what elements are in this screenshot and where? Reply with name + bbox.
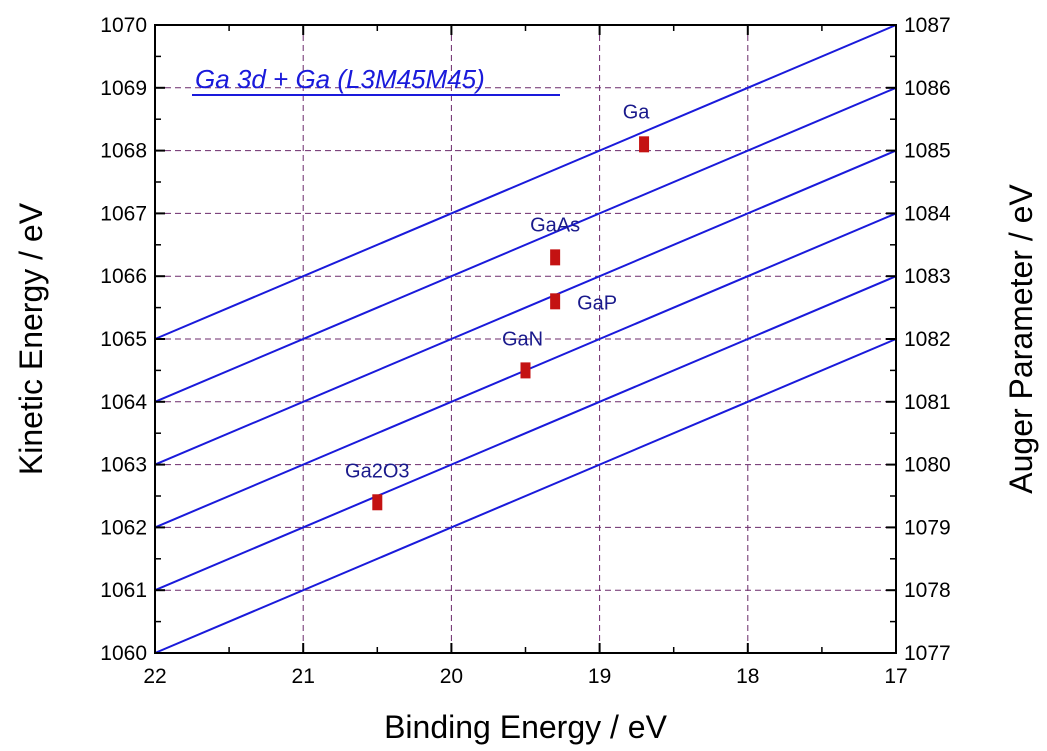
grid-lines (155, 25, 896, 653)
y2-tick-label: 1080 (904, 454, 951, 477)
y-tick-label: 1068 (100, 140, 147, 163)
data-point-label: GaAs (530, 214, 580, 236)
auger-parameter-line (154, 86, 897, 403)
plot-title-group: Ga 3d + Ga (L3M45M45) (192, 64, 560, 96)
y2-tick-label: 1077 (904, 642, 951, 665)
y2-tick-label: 1086 (904, 77, 951, 100)
data-point-label: Ga (623, 101, 651, 123)
data-point-label: GaP (577, 292, 617, 314)
y2-tick-label: 1083 (904, 265, 951, 288)
x-tick-label: 22 (143, 665, 166, 688)
data-point-label: GaN (502, 328, 543, 350)
data-point-marker (639, 136, 650, 153)
x-axis-title: Binding Energy / eV (384, 709, 668, 745)
data-point-marker (520, 362, 531, 379)
y-tick-label: 1065 (100, 328, 147, 351)
x-tick-label: 18 (736, 665, 759, 688)
y-tick-label: 1067 (100, 202, 147, 225)
data-point-label: Ga2O3 (345, 460, 409, 482)
plot-title: Ga 3d + Ga (L3M45M45) (195, 64, 485, 94)
data-point-marker (550, 249, 561, 266)
y-tick-label: 1070 (100, 14, 147, 37)
y-tick-label: 1062 (100, 516, 147, 539)
y2-tick-label: 1081 (904, 391, 951, 414)
y2-tick-label: 1084 (904, 202, 951, 225)
y2-tick-label: 1085 (904, 140, 951, 163)
data-point-marker (550, 293, 561, 310)
y-tick-label: 1069 (100, 77, 147, 100)
y2-tick-label: 1087 (904, 14, 951, 37)
auger-parameter-line (154, 149, 897, 466)
y-tick-label: 1060 (100, 642, 147, 665)
y2-tick-label: 1078 (904, 579, 951, 602)
y-tick-label: 1064 (100, 391, 147, 414)
auger-parameter-line (154, 338, 897, 654)
auger-parameter-line (154, 275, 897, 592)
x-tick-label: 17 (884, 665, 907, 688)
x-tick-label: 21 (292, 665, 315, 688)
x-tick-label: 20 (440, 665, 463, 688)
axis-ticks (154, 24, 897, 654)
y-axis-title: Kinetic Energy / eV (13, 202, 49, 475)
auger-parameter-line (154, 24, 897, 340)
data-points: Ga GaAs GaP GaN Ga2O3 (345, 101, 651, 511)
y2-axis-title: Auger Parameter / eV (1003, 184, 1039, 494)
tick-labels: 22 21 20 19 18 17 1060 1077 1061 1078 1062 1079 1063… (100, 14, 951, 688)
y-tick-label: 1066 (100, 265, 147, 288)
y2-tick-label: 1079 (904, 516, 951, 539)
y-tick-label: 1061 (100, 579, 147, 602)
y2-tick-label: 1082 (904, 328, 951, 351)
y-tick-label: 1063 (100, 454, 147, 477)
data-point-marker (372, 494, 383, 511)
x-tick-label: 19 (588, 665, 611, 688)
